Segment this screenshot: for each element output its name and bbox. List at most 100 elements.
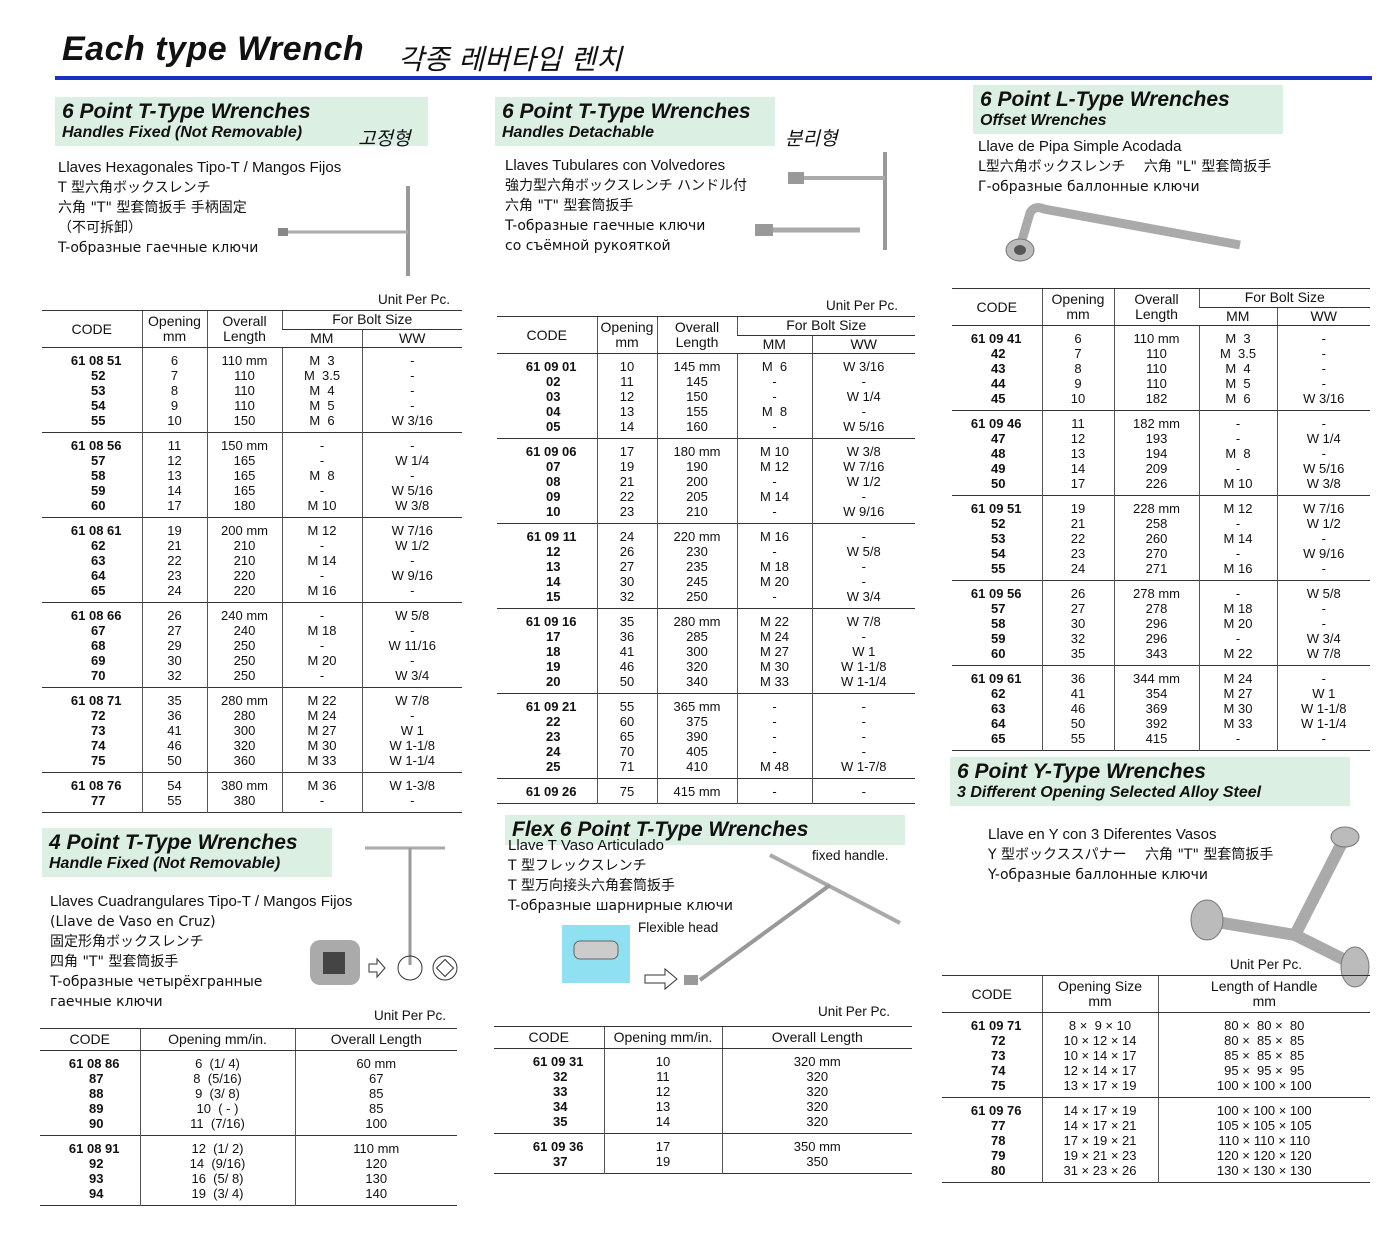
- code-cell: 61 09 06: [525, 444, 577, 459]
- cell: -: [1276, 325, 1371, 346]
- cell: M 33: [736, 674, 812, 694]
- code-cell: 93: [89, 1171, 104, 1186]
- cell: 23: [1041, 546, 1114, 561]
- cell: -: [811, 523, 916, 544]
- table-row: 61 09 11 24 220 mm M 16-: [497, 523, 916, 544]
- row-group: 61 09 41 6 110 mm M 3-42 7 110 M 3.5-43 8 110 M 4…: [952, 325, 1371, 411]
- cell: 145 mm: [656, 353, 737, 374]
- cell: W 7/16: [811, 459, 916, 474]
- code-cell: 35: [553, 1114, 568, 1129]
- code-cell: 54: [991, 546, 1006, 561]
- page-title: Each type Wrench: [62, 30, 365, 68]
- code-cell: 58: [991, 616, 1006, 631]
- cell: 410: [656, 759, 737, 779]
- cell: W 1-1/8: [361, 738, 463, 753]
- cell: M 12: [1198, 495, 1277, 516]
- cell: 22: [1041, 531, 1114, 546]
- l-wrench-image: [1005, 203, 1241, 262]
- cell: 85 × 85 × 85: [1157, 1048, 1370, 1063]
- table-row: 61 08 66 26 240 mm - W 5/8: [42, 602, 463, 623]
- cell: 32: [596, 589, 657, 609]
- header-text: CODE: [971, 985, 1012, 1002]
- description-line: T 型万向接头六角套筒扳手: [508, 878, 676, 894]
- section-subtitle: Offset Wrenches: [980, 112, 1107, 129]
- code-cell: 57: [991, 601, 1006, 616]
- cell: 8 (5/16): [139, 1071, 295, 1086]
- section-title-box: 6 Point T-Type Wrenches Handles Detachabl…: [495, 97, 775, 146]
- cell: 11: [1041, 410, 1114, 431]
- cell: 85: [294, 1101, 457, 1116]
- code-cell: 61 09 56: [970, 586, 1022, 601]
- cell: 110 × 110 × 110: [1157, 1133, 1370, 1148]
- cell: W 1: [1276, 686, 1371, 701]
- cell: 10: [603, 1048, 722, 1069]
- code-cell: 60: [991, 646, 1006, 661]
- cell: 11 (7/16): [139, 1116, 295, 1136]
- cell: 285: [656, 629, 737, 644]
- section-subtitle: 3 Different Opening Selected Alloy Steel: [957, 784, 1262, 801]
- cell: 110 mm: [206, 347, 282, 368]
- group-header: For Bolt Size: [281, 310, 463, 330]
- table-row: 52 21 258- W 1/2: [952, 516, 1371, 531]
- header-row: MM WW: [42, 328, 463, 348]
- cell: 270: [1113, 546, 1199, 561]
- header-text: Overall Length: [771, 1029, 863, 1045]
- cell: 240: [206, 623, 282, 638]
- cell: -: [811, 574, 916, 589]
- cell: W 5/8: [811, 544, 916, 559]
- cell: -: [281, 602, 362, 623]
- cell: 12: [596, 389, 657, 404]
- code-cell: 05: [546, 419, 561, 434]
- cell: 250: [206, 668, 282, 688]
- cell: W 3/4: [811, 589, 916, 609]
- table-row: 24 70 405- -: [497, 744, 916, 759]
- table-row: 77 55 380- -: [42, 793, 463, 813]
- description-line: T 型フレックスレンチ: [508, 858, 647, 874]
- header-row: CODE Opening mm/in. Overall Length: [40, 1028, 457, 1051]
- table-row: 68 29 250- W 11/16: [42, 638, 463, 653]
- cell: 260: [1113, 531, 1199, 546]
- cell: 46: [141, 738, 207, 753]
- table-row: 33 12 320: [494, 1084, 912, 1099]
- section-subtitle: Handles Fixed (Not Removable): [62, 124, 303, 141]
- spec-table: CODE Opening Size mm Length of Handle mm 61 0…: [942, 975, 1370, 1183]
- code-cell: 62: [991, 686, 1006, 701]
- section-title-box: Flex 6 Point T-Type Wrenches: [505, 815, 905, 845]
- cell: 296: [1113, 616, 1199, 631]
- cell: 27: [1041, 601, 1114, 616]
- column-header: CODE: [497, 316, 597, 354]
- cell: 120 × 120 × 120: [1157, 1148, 1370, 1163]
- code-cell: 61 09 51: [970, 501, 1022, 516]
- sub-header: MM: [737, 334, 812, 354]
- cell: M 8: [1198, 446, 1277, 461]
- cell: -: [736, 693, 812, 714]
- row-group: 61 08 66 26 240 mm - W 5/8 67 27 240 M 18-68 29 25…: [42, 602, 463, 688]
- header-text: Overall: [674, 319, 720, 335]
- code-cell: 24: [546, 744, 561, 759]
- header-text: CODE: [528, 1029, 569, 1045]
- table-head: CODE Opening mm/in. Overall Length: [40, 1028, 457, 1051]
- table-row: 64 23 220- W 9/16: [42, 568, 463, 583]
- code-cell: 10: [546, 504, 561, 519]
- cell: 23: [141, 568, 207, 583]
- code-cell: 68: [91, 638, 106, 653]
- cell: 130 × 130 × 130: [1157, 1163, 1370, 1183]
- cell: 210: [206, 553, 282, 568]
- cell: -: [811, 778, 916, 804]
- description: Llave de Pipa Simple Acodada L型六角ボックスレンチ …: [978, 137, 1271, 197]
- cell: 369: [1113, 701, 1199, 716]
- cell: -: [361, 432, 463, 453]
- table-row: 67 27 240 M 18-: [42, 623, 463, 638]
- table-row: 78 17 × 19 × 21 110 × 110 × 110: [942, 1133, 1370, 1148]
- cell: 13: [1041, 446, 1114, 461]
- table-row: 88 9 (3/ 8) 85: [40, 1086, 457, 1101]
- cell: W 1: [811, 644, 916, 659]
- description-line: 固定形角ボックスレンチ: [50, 934, 204, 950]
- cell: 360: [206, 753, 282, 773]
- code-cell: 61 08 86: [68, 1056, 120, 1071]
- table-row: 54 23 270- W 9/16: [952, 546, 1371, 561]
- header-row: CODE Opening mm Overall Length For Bolt Size: [497, 316, 916, 354]
- cell: 194: [1113, 446, 1199, 461]
- code-cell: 12: [546, 544, 561, 559]
- table-row: 48 13 194 M 8-: [952, 446, 1371, 461]
